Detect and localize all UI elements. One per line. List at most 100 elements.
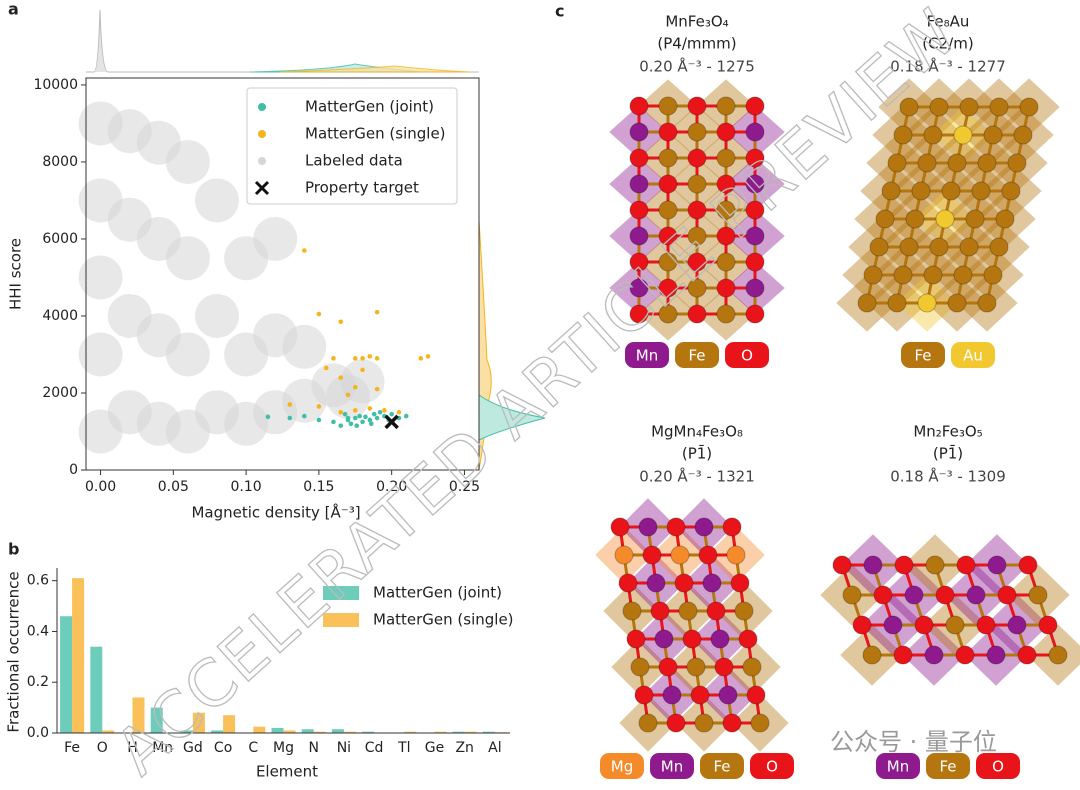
atom — [945, 615, 965, 635]
bar — [283, 730, 296, 733]
element-tag — [625, 342, 669, 368]
atom — [959, 237, 979, 257]
atom — [698, 545, 718, 565]
atom — [863, 555, 883, 575]
x-axis-label: Element — [256, 763, 318, 781]
point — [367, 417, 373, 423]
point — [338, 423, 344, 429]
legend-label: MatterGen (joint) — [373, 584, 502, 602]
y-tick-label: 2000 — [42, 385, 78, 401]
stats: 0.20 Å⁻³ - 1275 — [639, 57, 754, 76]
atom — [965, 209, 985, 229]
atom — [997, 585, 1017, 605]
crystal — [820, 534, 1080, 686]
y-tick-label: 0.2 — [27, 674, 49, 690]
atom — [881, 181, 901, 201]
atom — [966, 585, 986, 605]
atom — [863, 265, 883, 285]
right-density — [478, 394, 546, 470]
y-tick-label: 10000 — [33, 77, 78, 93]
y-tick-label: 4000 — [42, 308, 78, 324]
atom — [857, 293, 877, 313]
element-tag — [876, 753, 920, 779]
atom — [989, 97, 1009, 117]
atom — [706, 601, 726, 621]
atom — [716, 148, 736, 168]
point — [374, 386, 380, 392]
formula: MnFe₃O₄ — [665, 13, 728, 31]
atom — [694, 713, 714, 733]
atom — [687, 304, 707, 324]
x-tick-label: Ni — [337, 740, 351, 756]
atom — [842, 585, 862, 605]
point — [374, 309, 380, 315]
x-tick-label: Cd — [365, 740, 384, 756]
crystal — [595, 498, 789, 752]
atom — [687, 148, 707, 168]
atom — [887, 153, 907, 173]
legend-swatch — [323, 586, 359, 600]
atom — [742, 657, 762, 677]
point — [418, 356, 424, 361]
atom — [745, 96, 765, 116]
atom — [995, 209, 1015, 229]
legend-marker — [254, 180, 270, 196]
atom — [730, 573, 750, 593]
atom — [1007, 615, 1027, 635]
point — [352, 415, 358, 421]
atom — [905, 209, 925, 229]
atom — [923, 265, 943, 285]
element-label: Mg — [611, 758, 633, 776]
point — [316, 417, 322, 423]
atom — [986, 645, 1006, 665]
atom — [686, 657, 706, 677]
x-tick-label: Fe — [64, 740, 80, 756]
atom — [629, 122, 649, 142]
point — [338, 319, 344, 325]
labeled-point — [195, 293, 239, 338]
atom — [626, 629, 646, 649]
point — [302, 413, 307, 419]
element-tag — [725, 342, 769, 368]
atom — [629, 252, 649, 272]
atom — [911, 181, 931, 201]
point — [360, 419, 365, 425]
atom — [716, 304, 736, 324]
atom — [682, 629, 702, 649]
atom — [983, 265, 1003, 285]
atom — [658, 148, 678, 168]
atom — [929, 97, 949, 117]
bar — [404, 731, 417, 733]
atom — [662, 685, 682, 705]
x-tick-label: Mn — [152, 740, 173, 756]
x-tick-label: 0.25 — [449, 479, 480, 495]
atom — [959, 97, 979, 117]
element-label: O — [766, 758, 778, 776]
atom — [953, 265, 973, 285]
x-axis-label: Magnetic density [Å⁻³] — [191, 503, 360, 522]
atom — [904, 585, 924, 605]
atom — [658, 200, 678, 220]
atom — [956, 555, 976, 575]
x-tick-label: 0.00 — [85, 479, 116, 495]
element-label: Fe — [914, 347, 931, 365]
element-label: Au — [963, 347, 983, 365]
element-tag — [650, 753, 694, 779]
atom — [716, 252, 736, 272]
bar — [253, 726, 266, 733]
x-tick-label: Tl — [397, 740, 410, 756]
atom — [722, 517, 742, 537]
stats: 0.18 Å⁻³ - 1277 — [890, 57, 1005, 76]
bar — [211, 730, 224, 733]
atom — [687, 122, 707, 142]
atom — [914, 615, 934, 635]
bar — [313, 731, 326, 733]
point — [302, 248, 307, 253]
y-tick-label: 0.0 — [27, 725, 49, 741]
element-tag — [976, 753, 1020, 779]
x-tick-label: H — [127, 740, 138, 756]
atom — [883, 615, 903, 635]
atom — [869, 237, 889, 257]
atom — [1013, 125, 1033, 145]
atom — [658, 226, 678, 246]
